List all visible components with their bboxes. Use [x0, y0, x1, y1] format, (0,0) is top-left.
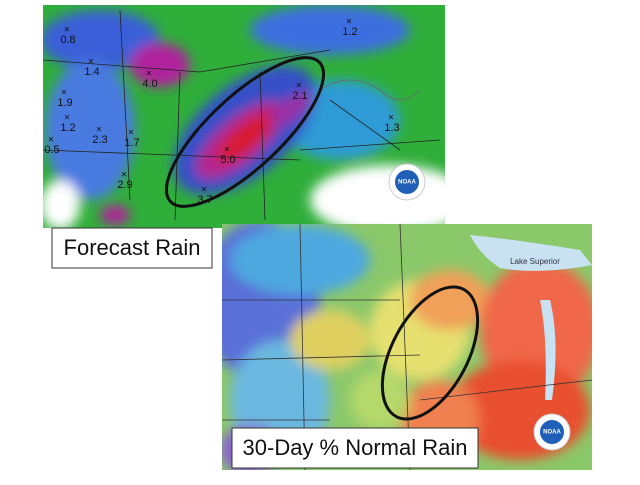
marker: ×: [88, 57, 94, 68]
marker: ×: [201, 185, 207, 196]
rain-amount: 3.7: [197, 194, 212, 206]
highlight-ellipse: [380, 285, 480, 421]
marker: ×: [61, 88, 67, 99]
rain-amount: 1.4: [84, 66, 99, 78]
rain-amount: 2.3: [92, 134, 107, 146]
caption: 30-Day % Normal Rain: [243, 435, 468, 460]
noaa-logo-inner: [395, 170, 419, 194]
rain-amount: 4.0: [142, 78, 157, 90]
marker: ×: [146, 69, 152, 80]
rain-amount: 0.5: [44, 144, 59, 156]
forecast-map: ×0.8×1.4 ×4.0×1.9×1.2 ×2.3×1.7×0.5×2.9×5.0…: [43, 5, 445, 228]
marker: ×: [388, 113, 394, 124]
rain-amount: 1.9: [57, 97, 72, 109]
rain-amount: 2.9: [117, 179, 132, 191]
lake-michigan: [540, 300, 556, 400]
marker: ×: [128, 128, 134, 139]
caption: Forecast Rain: [64, 235, 201, 260]
marker: ×: [346, 17, 352, 28]
noaa-logo-text: NOAA: [398, 180, 416, 186]
highlight-ellipse: [164, 56, 326, 208]
lake: [470, 235, 592, 271]
rain-amount: 1.2: [342, 26, 357, 38]
rain-amount: 0.8: [60, 34, 75, 46]
rain-amount: 5.0: [220, 154, 235, 166]
marker: ×: [224, 145, 230, 156]
rain-amount: 1.2: [60, 122, 75, 134]
noaa-logo-inner: [540, 420, 564, 444]
noaa-logo-text: NOAA: [543, 430, 561, 436]
marker: ×: [64, 113, 70, 124]
caption-box: [51, 227, 213, 269]
rain-amount: 2.1: [292, 90, 307, 102]
marker: ×: [96, 125, 102, 136]
caption-box: [231, 427, 479, 469]
marker: ×: [121, 170, 127, 181]
marker: ×: [64, 25, 70, 36]
rain-amount: 1.3: [384, 122, 399, 134]
rain-amount: 1.7: [124, 137, 139, 149]
marker: ×: [48, 135, 54, 146]
marker: ×: [296, 81, 302, 92]
lake-label: Lake Superior: [510, 257, 560, 266]
